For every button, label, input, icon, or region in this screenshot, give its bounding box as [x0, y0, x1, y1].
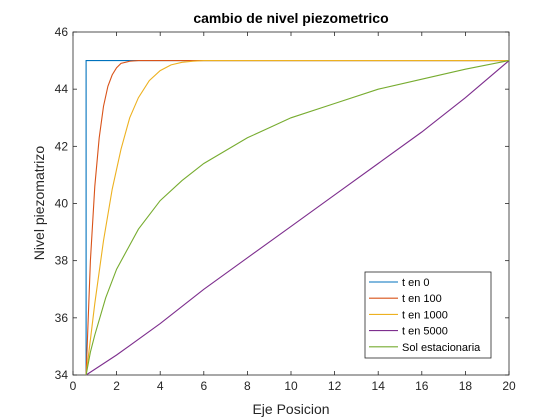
series-line-2 — [85, 60, 509, 376]
x-tick-label: 12 — [328, 379, 342, 393]
legend-box — [364, 271, 492, 359]
y-tick-label: 36 — [55, 311, 69, 325]
x-tick-label: 10 — [284, 379, 298, 393]
x-tick-label: 2 — [113, 379, 120, 393]
x-tick-label: 20 — [502, 379, 516, 393]
x-tick-label: 0 — [70, 379, 77, 393]
legend-label-4: Sol estacionaria — [402, 342, 481, 354]
y-tick-label: 46 — [55, 25, 69, 39]
x-tick-label: 4 — [157, 379, 164, 393]
series-line-3 — [85, 60, 510, 376]
y-tick-label: 44 — [55, 82, 69, 96]
x-tick-label: 18 — [459, 379, 473, 393]
y-tick-label: 34 — [55, 368, 69, 382]
y-tick-label: 40 — [55, 197, 69, 211]
series-layer — [85, 60, 510, 376]
legend-label-1: t en 100 — [402, 293, 442, 305]
x-tick-label: 16 — [415, 379, 429, 393]
series-line-1 — [85, 60, 509, 376]
legend-label-0: t en 0 — [402, 277, 430, 289]
y-tick-label: 42 — [55, 139, 69, 153]
legend-label-2: t en 1000 — [402, 309, 448, 321]
y-axis-label: Nivel piezomatrizo — [31, 146, 47, 261]
y-tick-label: 38 — [55, 254, 69, 268]
x-tick-label: 14 — [372, 379, 386, 393]
x-tick-label: 6 — [200, 379, 207, 393]
legend-label-3: t en 5000 — [402, 326, 448, 338]
x-tick-label: 8 — [244, 379, 251, 393]
series-line-4 — [85, 60, 510, 376]
x-axis-label: Eje Posicion — [252, 401, 329, 417]
chart-title: cambio de nivel piezometrico — [193, 10, 388, 26]
legend: t en 0 t en 100 t en 1000 t en 5000 Sol esta… — [364, 271, 492, 359]
